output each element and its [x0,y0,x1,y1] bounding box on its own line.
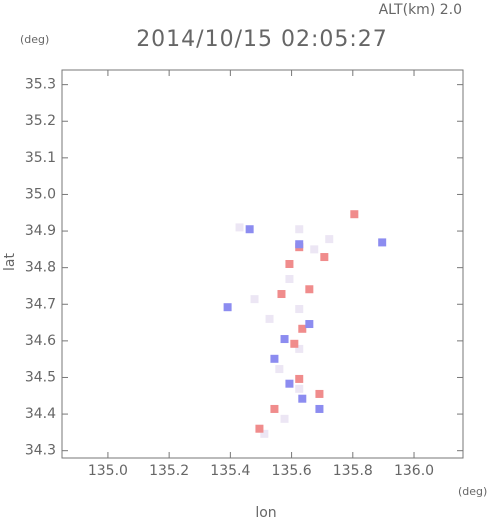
x-tick-label: 135.8 [333,463,373,479]
y-tick-label: 34.3 [25,443,56,459]
x-tick-label: 135.0 [88,463,128,479]
y-tick-label: 35.2 [25,113,56,129]
y-tick-label: 34.6 [25,333,56,349]
echo-point [295,374,304,383]
x-tick-label: 135.6 [272,463,312,479]
echo-point [295,305,304,314]
echo-point [298,324,307,333]
x-unit: (deg) [458,485,487,498]
echo-point [275,365,284,374]
y-tick-label: 34.9 [25,223,56,239]
echo-point [315,389,324,398]
y-tick-label: 34.8 [25,260,56,276]
plot-frame [61,69,464,459]
chart-title: 2014/10/15 02:05:27 [136,27,388,52]
echo-point [305,320,314,329]
y-tick-label: 34.5 [25,369,56,385]
echo-point [350,210,359,219]
echo-point [295,240,304,249]
echo-point [277,290,286,299]
y-tick-label: 35.1 [25,150,56,166]
echo-point [260,429,269,438]
echo-point [325,235,334,244]
y-tick-label: 35.3 [25,77,56,93]
echo-point [270,404,279,413]
x-axis-label: lon [255,505,276,521]
echo-point [378,238,387,247]
echo-point [295,225,304,234]
echo-point [298,394,307,403]
echo-point [270,354,279,363]
echo-point [265,314,274,323]
echo-point [310,245,319,254]
echo-point [295,344,304,353]
echo-point [223,303,232,312]
x-tick-label: 135.2 [149,463,189,479]
echo-point [285,260,294,268]
echo-point [295,384,304,393]
altitude-label: ALT(km) 2.0 [379,2,462,18]
y-unit: (deg) [20,33,49,46]
echo-point [245,225,254,234]
y-axis-label: lat [2,253,18,271]
echo-point [305,285,314,294]
echo-point [280,414,289,423]
echo-point [290,339,299,348]
echo-point [315,404,324,413]
echo-point [235,223,244,232]
echo-point [320,253,329,262]
x-tick-label: 136.0 [394,463,434,479]
y-tick-label: 34.4 [25,406,56,422]
y-tick-label: 34.7 [25,296,56,312]
x-tick-label: 135.4 [210,463,250,479]
echo-point [285,275,294,284]
echo-point [250,295,259,304]
echo-point [255,424,264,433]
y-tick-label: 35.0 [25,186,56,202]
echo-point [280,335,289,344]
echo-point [285,379,294,388]
